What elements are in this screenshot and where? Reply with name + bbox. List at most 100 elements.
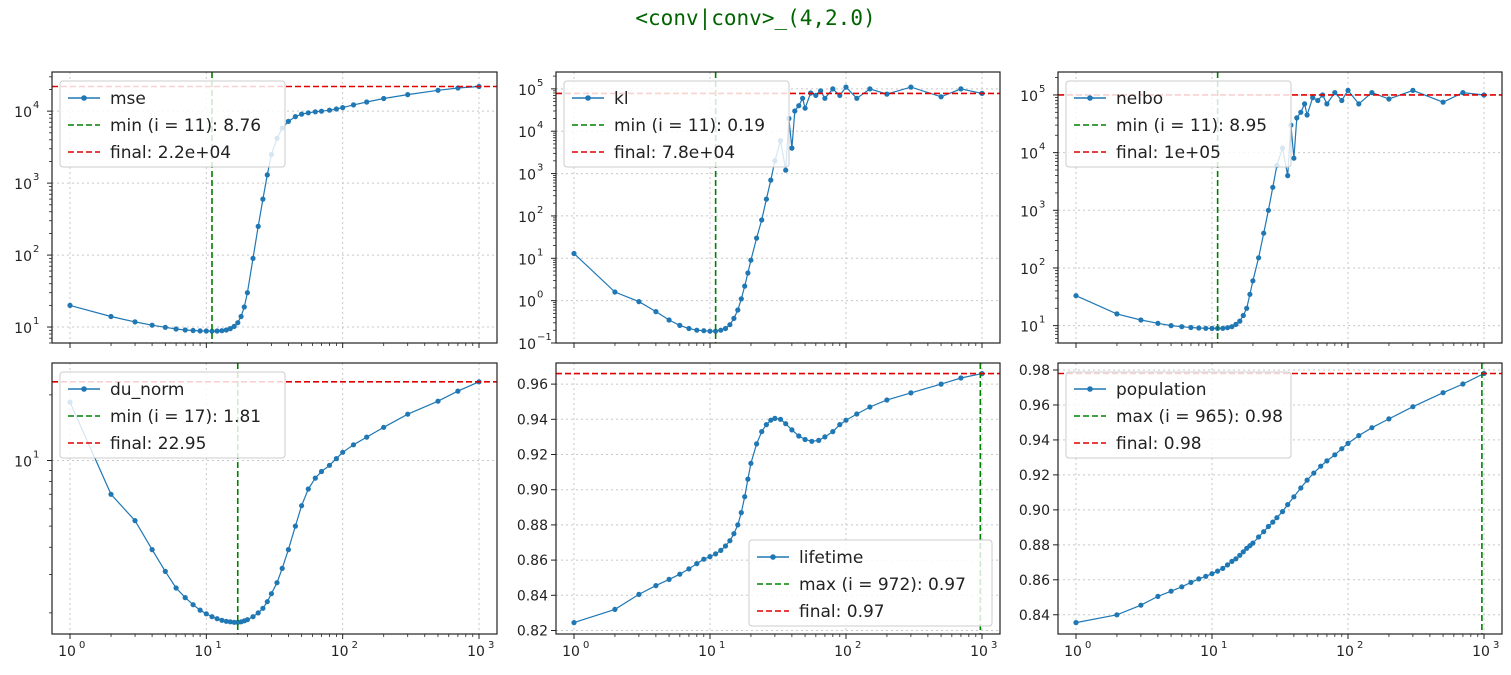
data-point — [1279, 509, 1286, 515]
data-point — [231, 619, 237, 625]
data-point — [268, 591, 274, 597]
legend: mse min (i = 11): 8.76 final: 2.2e+04 — [59, 80, 286, 168]
data-point — [731, 531, 737, 537]
data-point — [197, 607, 203, 613]
x-tick-label: 10 — [331, 644, 349, 660]
y-tick-label: 0.94 — [517, 412, 548, 428]
data-point — [1318, 463, 1324, 469]
data-point — [1440, 99, 1446, 105]
data-point — [843, 84, 849, 90]
x-tick-label: 10 — [562, 644, 580, 660]
y-tick-label: 10 — [14, 177, 32, 193]
data-point — [694, 327, 700, 333]
data-point — [1224, 562, 1231, 568]
y-tick-exponent: 3 — [33, 172, 39, 183]
data-point — [718, 327, 724, 333]
y-tick-label: 10 — [1020, 262, 1038, 278]
data-point — [333, 106, 339, 112]
legend: population max (i = 965): 0.98 final: 0.98 — [1065, 371, 1292, 459]
data-point — [1261, 230, 1267, 236]
data-point — [854, 95, 860, 101]
data-point — [292, 114, 298, 120]
data-point — [701, 328, 707, 334]
y-tick-exponent: 2 — [1039, 257, 1045, 268]
data-point — [938, 94, 944, 100]
data-point — [653, 583, 659, 589]
data-point — [173, 585, 179, 591]
y-tick-exponent: 1 — [1039, 315, 1045, 326]
y-tick-label: 10 — [518, 83, 536, 99]
data-point — [816, 437, 822, 443]
data-point — [364, 99, 370, 105]
legend-entry-series-label: kl — [614, 89, 629, 109]
data-point — [1196, 325, 1202, 331]
axes-frame — [51, 362, 498, 635]
y-tick-label: 0.98 — [1019, 363, 1050, 379]
y-tick-label: 10 — [1020, 147, 1038, 163]
data-point — [694, 561, 700, 567]
data-point — [67, 302, 73, 308]
data-point — [701, 556, 707, 562]
data-point — [854, 411, 860, 417]
legend-entry-final-label: final: 22.95 — [110, 434, 206, 454]
data-point — [250, 614, 256, 620]
data-point — [1155, 593, 1161, 600]
data-point — [772, 415, 778, 421]
data-point — [802, 436, 808, 443]
legend-entry-extreme-label: min (i = 11): 8.95 — [1116, 116, 1267, 136]
data-point — [677, 322, 683, 328]
y-tick-label: 0.92 — [517, 448, 548, 464]
y-tick-label: 10 — [14, 321, 32, 337]
data-point — [1369, 90, 1375, 96]
data-point — [285, 118, 291, 124]
data-point — [735, 307, 741, 313]
y-tick-label: 10 — [518, 295, 536, 311]
data-point — [745, 476, 751, 482]
data-point — [1240, 549, 1246, 555]
data-point — [405, 411, 411, 417]
x-tick-exponent: 0 — [79, 640, 85, 651]
data-point — [260, 605, 266, 611]
data-point — [783, 167, 789, 173]
data-point — [686, 566, 692, 572]
plot-area — [556, 363, 1000, 634]
y-tick-exponent: 1 — [33, 316, 39, 327]
y-tick-label: 10 — [1020, 204, 1038, 220]
data-point — [1304, 112, 1310, 118]
data-point — [830, 86, 836, 92]
data-point — [244, 290, 250, 296]
data-point — [1324, 458, 1330, 464]
x-tick-label: 10 — [1064, 644, 1082, 660]
legend-entry-extreme-label: min (i = 11): 8.76 — [110, 116, 261, 136]
data-point — [209, 328, 215, 334]
data-point — [1332, 90, 1338, 96]
x-tick-label: 10 — [834, 644, 852, 660]
data-point — [796, 103, 802, 109]
y-tick-label: 0.90 — [1019, 503, 1050, 519]
x-tick-label: 10 — [1200, 644, 1218, 660]
legend-box — [59, 80, 286, 168]
data-point — [1311, 470, 1317, 476]
y-tick-label: 10 — [14, 105, 32, 121]
data-point — [333, 456, 339, 462]
data-point — [789, 427, 795, 433]
data-point — [1179, 324, 1185, 330]
data-point — [1315, 97, 1321, 104]
data-point — [884, 397, 890, 403]
data-point — [250, 255, 256, 261]
data-point — [738, 509, 744, 516]
data-point — [731, 315, 737, 321]
legend-entry-series-label: du_norm — [110, 380, 185, 400]
data-point — [722, 543, 729, 549]
legend-entry-final-label: final: 0.97 — [799, 602, 885, 622]
legend-marker — [585, 95, 591, 101]
data-point — [686, 325, 692, 332]
data-point — [381, 424, 387, 430]
data-point — [1188, 324, 1194, 331]
y-tick-exponent: 3 — [1039, 199, 1045, 210]
data-point — [1179, 584, 1185, 590]
data-point — [1203, 325, 1209, 331]
x-tick-label: 10 — [1336, 644, 1354, 660]
